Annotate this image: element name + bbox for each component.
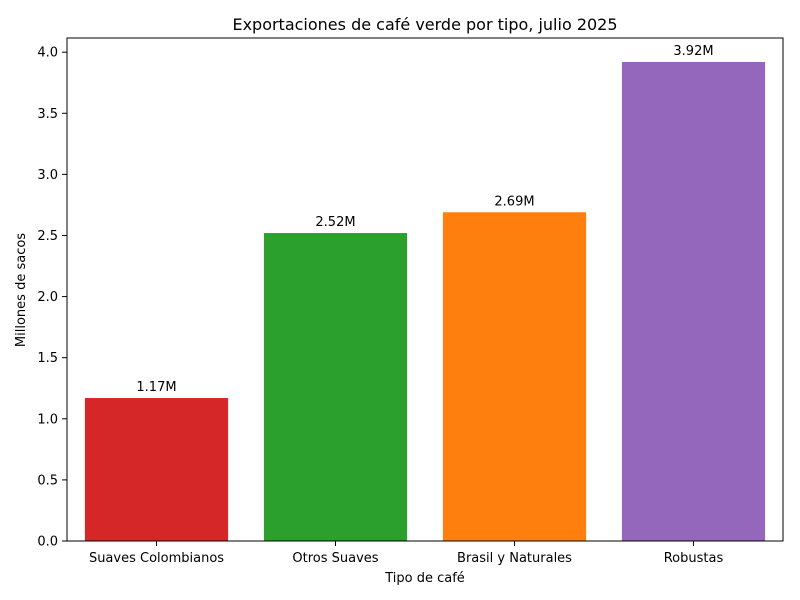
axes-frame <box>66 37 784 542</box>
x-tick-label: Robustas <box>664 551 724 566</box>
data-label: 2.69M <box>494 194 534 209</box>
y-tick-label: 1.0 <box>37 412 58 427</box>
y-axis-label: Millones de sacos <box>14 233 29 347</box>
y-tick-label: 2.5 <box>37 229 58 244</box>
x-tick-label: Brasil y Naturales <box>457 551 572 566</box>
y-tick-label: 0.0 <box>37 535 58 550</box>
y-tick-label: 2.0 <box>37 290 58 305</box>
bar <box>263 233 408 541</box>
data-label: 1.17M <box>136 380 176 395</box>
y-tick-label: 3.5 <box>37 107 58 122</box>
bar <box>84 398 229 541</box>
y-tick-label: 1.5 <box>37 351 58 366</box>
data-label: 3.92M <box>673 44 713 59</box>
bar <box>442 212 587 541</box>
x-tick-label: Suaves Colombianos <box>89 551 224 566</box>
y-tick-label: 4.0 <box>37 46 58 61</box>
y-tick-label: 3.0 <box>37 168 58 183</box>
data-label: 2.52M <box>315 215 355 230</box>
plot-area: 1.17M Suaves Colombianos 2.52M Otros Suaves… <box>37 37 784 566</box>
chart-title: Exportaciones de café verde por tipo, ju… <box>232 15 617 34</box>
y-tick-label: 0.5 <box>37 473 58 488</box>
bar <box>621 61 766 541</box>
x-axis-label: Tipo de café <box>384 571 465 586</box>
x-tick-label: Otros Suaves <box>292 551 378 566</box>
